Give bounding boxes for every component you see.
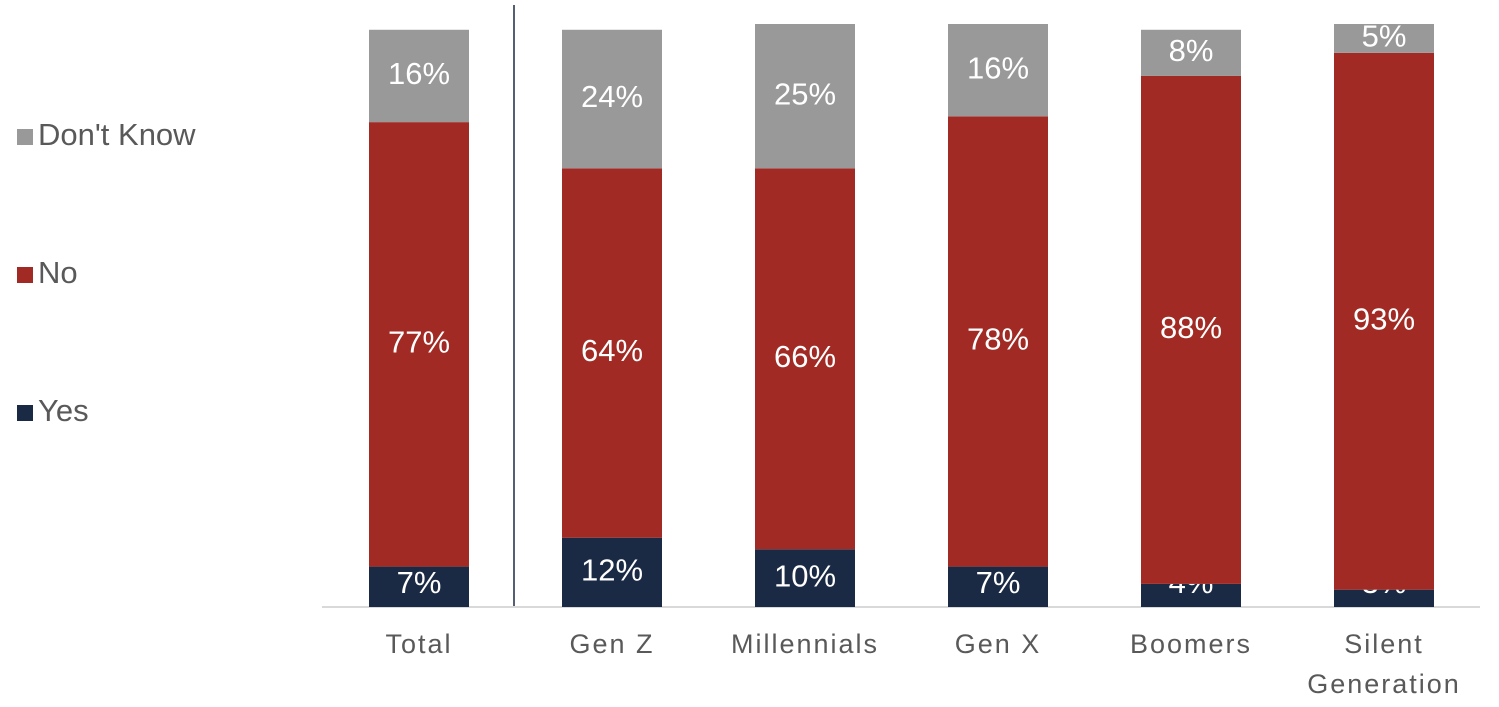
bar-segment — [1141, 29, 1241, 76]
data-label: 7% — [397, 565, 442, 600]
legend-swatch — [17, 405, 33, 421]
x-tick-label: Total — [385, 629, 452, 659]
bar-segment — [755, 549, 855, 607]
bar-segment — [755, 24, 855, 169]
data-label: 25% — [774, 76, 836, 111]
data-label: 5% — [1362, 19, 1407, 54]
bar-segment — [1141, 583, 1241, 607]
bar-segment — [1334, 589, 1434, 607]
bar-segment — [369, 566, 469, 607]
data-label: 24% — [581, 79, 643, 114]
x-tick-label: Gen X — [955, 629, 1042, 659]
data-label: 8% — [1169, 33, 1214, 68]
legend-swatch — [17, 267, 33, 283]
bar-segment — [369, 122, 469, 567]
x-tick-label: Gen Z — [569, 629, 654, 659]
data-label: 7% — [976, 565, 1021, 600]
data-label: 77% — [388, 325, 450, 360]
x-tick-label: Boomers — [1130, 629, 1252, 659]
bar-segment — [1141, 75, 1241, 584]
data-label: 10% — [774, 558, 836, 593]
data-label: 12% — [581, 553, 643, 588]
legend-label: No — [38, 255, 78, 290]
data-label: 88% — [1160, 310, 1222, 345]
data-label: 93% — [1353, 301, 1415, 336]
legend-label: Don't Know — [38, 117, 196, 152]
bar-segment — [1334, 52, 1434, 590]
data-label: 16% — [388, 56, 450, 91]
legend-label: Yes — [38, 393, 89, 428]
bar-segment — [369, 29, 469, 123]
legend-swatch — [17, 129, 33, 145]
data-label: 64% — [581, 333, 643, 368]
bar-segment — [562, 29, 662, 169]
data-label: 16% — [967, 50, 1029, 85]
bar-segment — [562, 168, 662, 538]
x-tick-label: Millennials — [731, 629, 879, 659]
data-label: 78% — [967, 322, 1029, 357]
bar-segment — [948, 116, 1048, 567]
bar-segment — [948, 566, 1048, 607]
bar-segment — [1334, 24, 1434, 53]
bar-segment — [562, 537, 662, 607]
bar-segment — [755, 168, 855, 550]
x-tick-label: Silent Generation — [1307, 629, 1461, 699]
bar-segment — [948, 24, 1048, 117]
data-label: 66% — [774, 339, 836, 374]
